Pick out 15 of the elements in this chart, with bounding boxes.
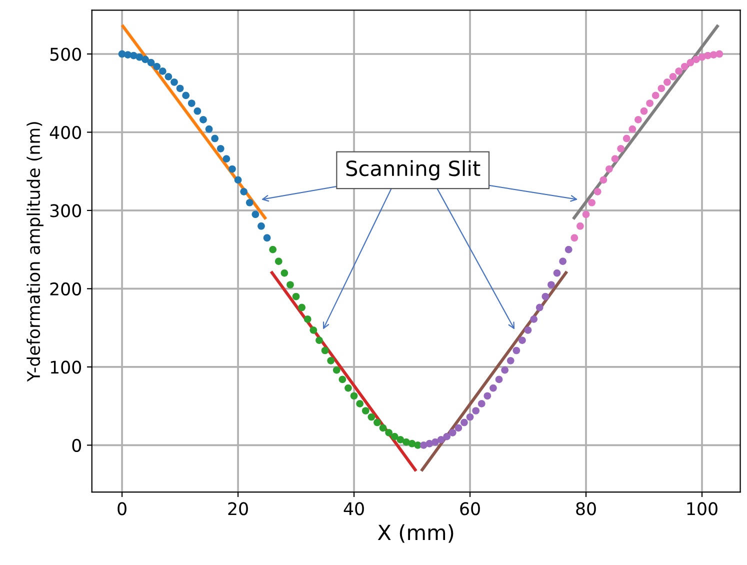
x-tick-label: 40 (344, 502, 364, 516)
y-axis-title: Y-deformation amplitude (nm) (26, 122, 44, 382)
annotation: Scanning Slit (346, 160, 480, 180)
y-tick-label: 400 (50, 126, 82, 140)
x-tick-label: 80 (576, 502, 596, 516)
y-tick-label: 500 (50, 48, 82, 61)
y-tick-label: 300 (50, 204, 82, 218)
y-tick-label: 100 (50, 360, 82, 374)
y-tick-label: 0 (72, 438, 82, 452)
x-axis-title: X (mm) (378, 524, 454, 543)
x-tick-label: 20 (228, 502, 248, 516)
x-tick-label: 100 (687, 502, 718, 516)
y-tick-label: 200 (50, 282, 82, 296)
x-tick-label: 0 (118, 502, 126, 516)
x-tick-label: 60 (460, 502, 480, 516)
